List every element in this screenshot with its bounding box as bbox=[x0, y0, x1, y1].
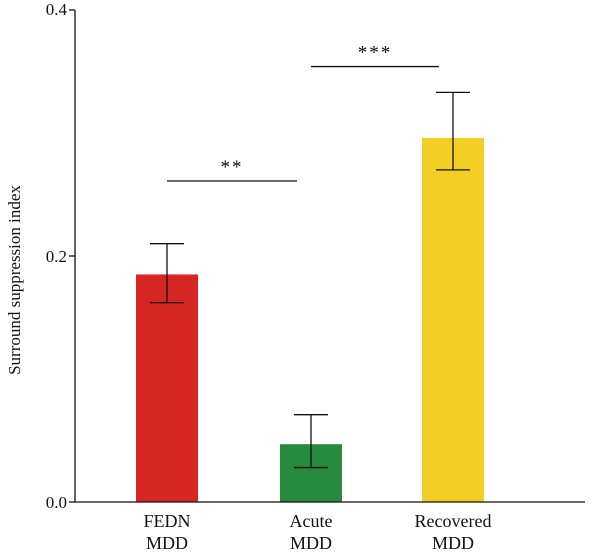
significance-label: *** bbox=[358, 43, 393, 64]
bars-group bbox=[136, 137, 484, 503]
error-bar bbox=[294, 414, 328, 469]
y-tick-label: 0.4 bbox=[46, 0, 68, 19]
y-tick-label: 0.2 bbox=[46, 247, 67, 266]
significance-bracket: ** bbox=[167, 157, 297, 182]
error-bars-group bbox=[150, 91, 470, 469]
y-tick-label: 0.0 bbox=[46, 493, 67, 512]
x-labels-group: FEDN MDD Acute MDD Recovered MDD bbox=[143, 511, 491, 552]
error-bar bbox=[150, 243, 184, 304]
x-tick-label-line2: MDD bbox=[290, 533, 332, 552]
x-tick-label-line1: FEDN bbox=[143, 511, 190, 531]
x-tick-label-line1: Recovered bbox=[415, 511, 492, 531]
bar-recovered bbox=[422, 137, 484, 503]
y-axis-title: Surround suppression index bbox=[5, 185, 24, 375]
x-tick-label-line1: Acute bbox=[290, 511, 333, 531]
y-ticks-group: 0.0 0.2 0.4 bbox=[46, 0, 75, 512]
significance-label: ** bbox=[221, 157, 244, 178]
significance-group: ***** bbox=[167, 43, 439, 182]
x-tick-label-line2: MDD bbox=[146, 533, 188, 552]
significance-bracket: *** bbox=[311, 43, 439, 68]
error-bar bbox=[436, 91, 470, 171]
bar-fedn bbox=[136, 274, 198, 502]
x-tick-label-line2: MDD bbox=[432, 533, 474, 552]
